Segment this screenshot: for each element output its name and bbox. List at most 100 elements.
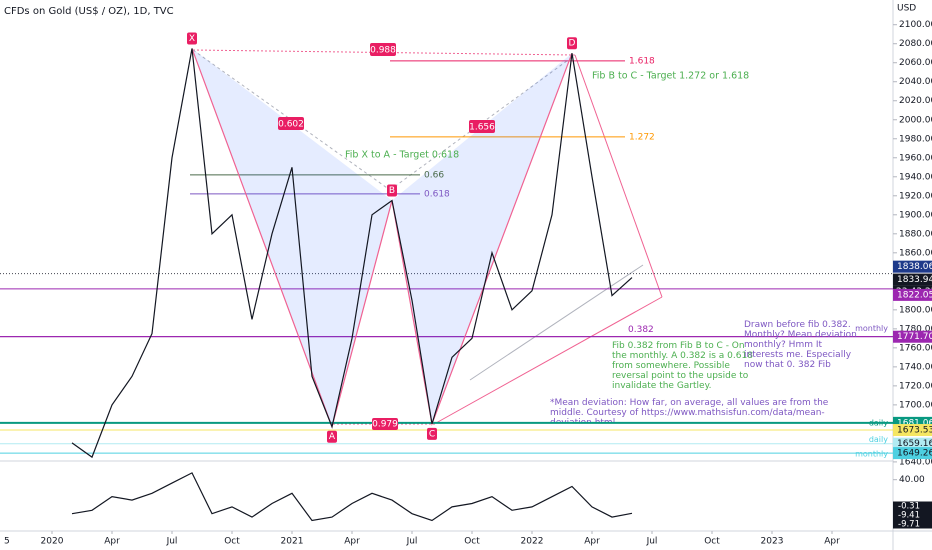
currency: USD <box>897 4 916 14</box>
level-tag: monthly <box>855 324 888 333</box>
ratio-labels: 0.602 0.988 1.656 0.979 <box>278 43 495 430</box>
price-label: 1822.05 <box>897 290 932 300</box>
y-tick-label: 2060.00 <box>899 58 932 68</box>
price-label-box <box>893 273 932 286</box>
annotation-box: Drawn before fib 0.382. Monthly? Mean de… <box>744 320 857 368</box>
x-tick-label: Oct <box>224 537 240 547</box>
price-label: 1659.16 <box>897 439 932 449</box>
y-tick-label: 2080.00 <box>899 39 932 49</box>
y-tick-label: 2100.00 <box>899 20 932 30</box>
price-label: 1673.53 <box>897 426 932 436</box>
y-tick-label: 2000.00 <box>899 115 932 125</box>
ratio-box <box>372 418 398 430</box>
trend-line <box>469 264 644 381</box>
y-tick-label: 1720.00 <box>899 381 932 391</box>
y-tick-label: 1980.00 <box>899 134 932 144</box>
wedge-line <box>435 296 663 424</box>
point-box <box>187 32 197 45</box>
ratio-label: 0.979 <box>372 420 398 430</box>
wedge-line <box>574 54 663 298</box>
level-tag: daily <box>869 418 888 427</box>
annotation-box: *Mean deviation: How far, on average, al… <box>550 398 829 422</box>
osc-label-box <box>893 519 932 529</box>
ratio-label: 0.988 <box>370 46 396 56</box>
fib-label: 0.618 <box>424 189 450 199</box>
price-label: 1771.70 <box>897 332 932 342</box>
y-tick-label: 1740.00 <box>899 362 932 372</box>
oscillator-line <box>71 472 633 522</box>
point-label: A <box>329 432 336 442</box>
y-tick-label: 1880.00 <box>899 229 932 239</box>
y-tick-label: 1780.00 <box>899 324 932 334</box>
y-tick-label: 1640.00 <box>899 457 932 467</box>
price-label: 1838.06 <box>897 262 932 272</box>
ratio-box <box>278 117 304 130</box>
annotation: Fib X to A - Target 0.618 <box>345 150 459 161</box>
y-tick-label: 1860.00 <box>899 248 932 258</box>
x-tick-label: Jul <box>406 537 418 547</box>
point-label: C <box>429 429 435 439</box>
y-tick-label: 1920.00 <box>899 191 932 201</box>
point-box <box>387 184 397 197</box>
chart-title: CFDs on Gold (US$ / OZ), 1D, TVC <box>4 6 174 17</box>
y-tick-label: 2020.00 <box>899 96 932 106</box>
osc-label: -9.41 <box>898 511 920 521</box>
annotations: Fib B to C - Target 1.272 or 1.618 Fib X… <box>345 71 857 423</box>
point-box <box>427 427 437 440</box>
y-tick-label: 1940.00 <box>899 172 932 182</box>
x-tick-label: Apr <box>344 537 360 547</box>
ratio-box <box>370 43 396 56</box>
point-label: D <box>569 39 576 49</box>
y-tick-label: 1800.00 <box>899 305 932 315</box>
annotation: Fib B to C - Target 1.272 or 1.618 <box>592 71 749 82</box>
x-tick-label: Apr <box>104 537 120 547</box>
point-box <box>327 430 337 443</box>
osc-label: -0.31 <box>898 502 920 512</box>
x-tick-label: 2023 <box>761 537 784 547</box>
point-label: B <box>389 186 395 196</box>
y-tick-label: 1900.00 <box>899 210 932 220</box>
level-tag: daily <box>869 435 888 444</box>
x-tick-label: Jul <box>166 537 178 547</box>
annotation: *Mean deviation: How far, on average, al… <box>550 398 829 422</box>
ratio-box <box>469 120 495 133</box>
price-label: 1833.94 <box>897 275 932 285</box>
price-label: 1681.06 <box>897 418 932 428</box>
y-tick-label: 1700.00 <box>899 400 932 410</box>
osc-label: -9.71 <box>898 520 920 530</box>
x-tick-label: Apr <box>824 537 840 547</box>
price-label-box <box>893 330 932 343</box>
ratio-label: 1.656 <box>469 123 495 133</box>
osc-tick-label: 40.00 <box>899 475 925 485</box>
y-tick-label: 1760.00 <box>899 343 932 353</box>
annotation: Drawn before fib 0.382. Monthly? Mean de… <box>744 320 857 368</box>
price-line <box>71 48 633 459</box>
pattern-fill <box>192 48 392 427</box>
pattern-fill <box>392 53 572 424</box>
fib-label: 0.66 <box>424 170 444 180</box>
annotation: Fib 0.382 from Fib B to C - On the month… <box>612 341 753 391</box>
x-tick-label: 2022 <box>521 537 544 547</box>
x-tick-label: Jul <box>646 537 658 547</box>
level-tag: monthly <box>855 450 888 459</box>
x-tick-label: Oct <box>704 537 720 547</box>
y-tick-label: 1960.00 <box>899 153 932 163</box>
price-label-box <box>893 260 932 273</box>
ratio-label: 0.602 <box>278 120 304 130</box>
price-label-box <box>893 447 932 460</box>
x-tick-label: 2020 <box>41 537 64 547</box>
price-label: 1649.26 <box>897 449 932 459</box>
point-box <box>567 37 577 50</box>
price-label-box <box>893 288 932 301</box>
annotation-box: Fib 0.382 from Fib B to C - On the month… <box>612 341 753 391</box>
fib-label: 0.382 <box>628 325 654 335</box>
price-label-box <box>893 437 932 450</box>
x-tick-label: Apr <box>584 537 600 547</box>
osc-label-box <box>893 501 932 511</box>
x-tick-label: 5 <box>4 537 10 547</box>
osc-label-box <box>893 510 932 520</box>
fib-label: 1.618 <box>629 56 655 66</box>
